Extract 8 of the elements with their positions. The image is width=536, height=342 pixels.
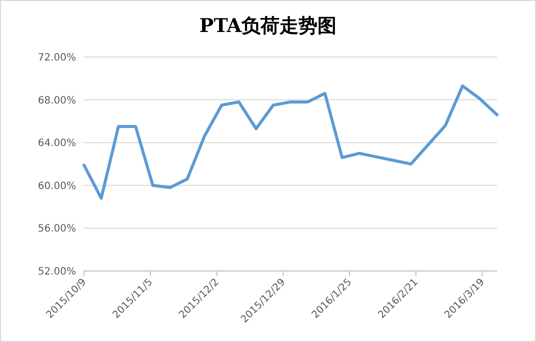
line-series — [82, 84, 498, 200]
y-tick-label: 60.00% — [38, 180, 76, 192]
y-tick-label: 56.00% — [38, 224, 76, 235]
y-tick-label: 68.00% — [38, 95, 76, 106]
y-tick-label: 64.00% — [38, 138, 76, 150]
y-tick-label: 72.00% — [38, 52, 76, 64]
y-tick-label: 52.00% — [38, 266, 76, 278]
chart-title: PTA负荷走势图 — [199, 15, 337, 37]
